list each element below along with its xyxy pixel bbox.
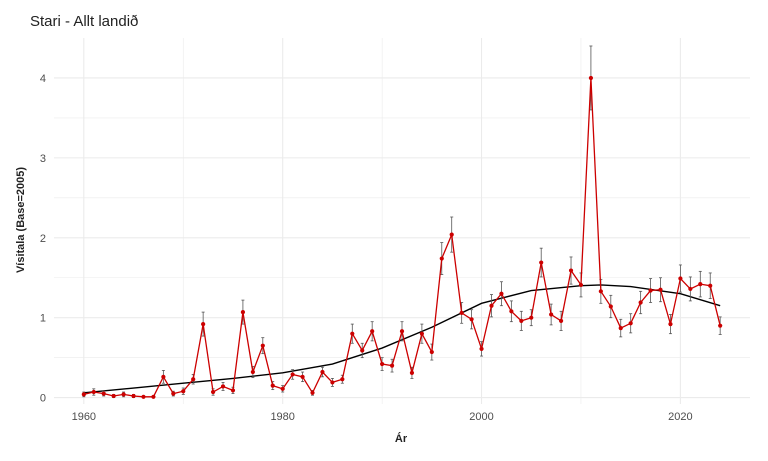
data-point [270, 383, 275, 388]
y-tick-label: 0 [40, 393, 46, 405]
data-point [380, 361, 385, 367]
x-tick-label: 2000 [469, 411, 493, 423]
y-axis-label: Vísitala (Base=2005) [15, 167, 27, 273]
data-point [201, 321, 206, 327]
x-axis: 1960 1980 2000 2020 [72, 411, 693, 423]
x-tick-label: 1960 [72, 411, 96, 423]
data-point [568, 268, 574, 273]
data-point [459, 310, 464, 315]
data-point [668, 321, 673, 327]
data-point [529, 315, 534, 320]
x-tick-label: 1980 [270, 411, 294, 423]
data-point [330, 380, 335, 385]
data-point [479, 346, 484, 351]
data-point [628, 321, 633, 326]
data-point [290, 372, 295, 377]
data-point [350, 331, 355, 336]
x-axis-label: Ár [395, 432, 408, 445]
data-point [708, 283, 713, 288]
y-axis: 0 1 2 3 4 [40, 73, 46, 405]
data-point [320, 369, 325, 375]
y-tick-label: 1 [40, 313, 46, 325]
data-point [250, 369, 255, 375]
data-point [598, 289, 603, 294]
data-point [101, 391, 106, 396]
x-tick-label: 2020 [668, 411, 692, 423]
data-point [718, 323, 723, 328]
data-point [539, 260, 544, 265]
data-point [280, 386, 285, 391]
data-point [678, 276, 683, 281]
data-point [638, 300, 643, 305]
trend-layer [83, 284, 721, 394]
data-point [499, 291, 504, 296]
data-point [698, 282, 703, 287]
data-point [618, 325, 623, 331]
data-point [549, 312, 554, 317]
series-layer [81, 45, 723, 399]
data-point [171, 391, 176, 396]
data-point [121, 392, 126, 397]
chart-title: Stari - Allt landið [30, 13, 138, 30]
data-point [191, 377, 196, 382]
data-point [260, 343, 265, 348]
trend-line [83, 284, 721, 394]
data-point [449, 232, 454, 237]
data-point [181, 389, 186, 394]
data-point [648, 288, 653, 293]
y-tick-label: 3 [40, 153, 46, 165]
data-point [360, 348, 365, 353]
data-point [409, 370, 415, 375]
data-point [240, 310, 246, 315]
data-point [509, 309, 514, 314]
y-tick-label: 4 [40, 73, 46, 85]
data-point [81, 392, 86, 397]
data-point [469, 317, 474, 322]
data-point [111, 393, 116, 399]
data-point [370, 329, 375, 334]
data-point [310, 390, 315, 395]
data-point [588, 75, 594, 81]
data-point [300, 374, 305, 379]
data-point [439, 256, 444, 261]
data-point [131, 393, 136, 399]
grid [54, 38, 750, 404]
data-point [419, 331, 424, 336]
data-point [91, 389, 96, 395]
data-point [658, 287, 663, 292]
data-point [230, 388, 236, 393]
data-point [161, 374, 166, 379]
data-point [399, 329, 405, 334]
data-point [558, 318, 564, 323]
data-point [429, 349, 434, 355]
y-tick-label: 2 [40, 233, 46, 245]
data-point [578, 282, 584, 288]
data-point [141, 394, 146, 399]
data-point [340, 377, 345, 382]
data-point [519, 318, 524, 323]
data-point [608, 304, 613, 309]
data-point [220, 384, 226, 389]
data-point [210, 389, 216, 395]
data-point [389, 363, 395, 368]
data-point [489, 303, 494, 308]
data-point [151, 394, 156, 399]
data-point [688, 286, 693, 292]
